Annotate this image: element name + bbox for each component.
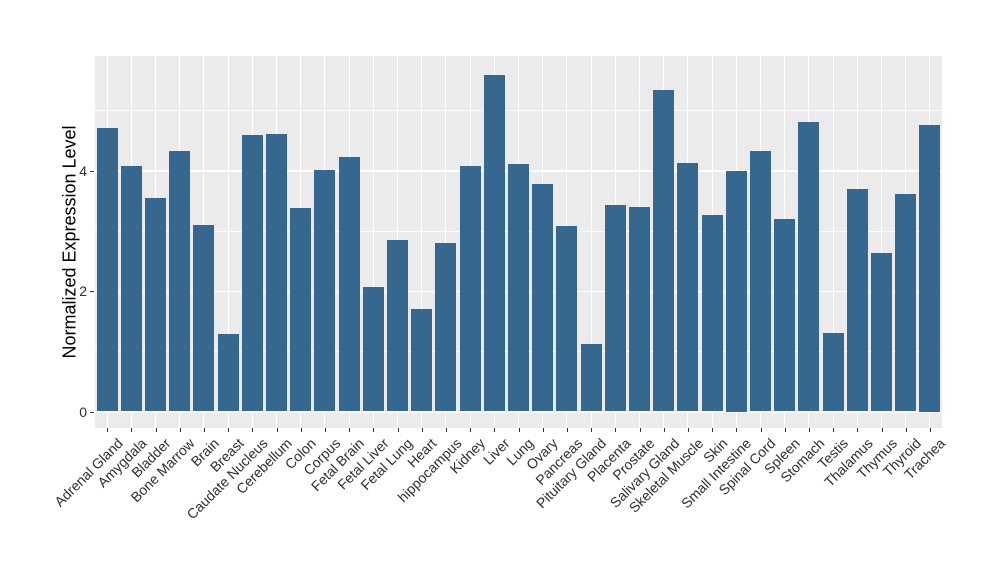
bar <box>411 309 433 412</box>
bar <box>846 188 868 412</box>
x-tick-mark <box>349 428 351 432</box>
bar <box>362 286 384 412</box>
x-tick-mark <box>929 428 931 432</box>
x-tick-mark <box>107 428 109 432</box>
x-tick-mark <box>131 428 133 432</box>
x-tick-mark <box>324 428 326 432</box>
bar <box>604 204 626 412</box>
x-tick-mark <box>276 428 278 432</box>
x-major-gridline <box>590 56 592 428</box>
x-tick-mark <box>833 428 835 432</box>
bar <box>290 208 312 412</box>
x-tick-mark <box>639 428 641 432</box>
x-tick-mark <box>470 428 472 432</box>
x-tick-mark <box>712 428 714 432</box>
x-tick-mark <box>857 428 859 432</box>
x-tick-mark <box>663 428 665 432</box>
bar <box>919 125 941 412</box>
x-major-gridline <box>880 56 883 428</box>
bar <box>169 150 191 412</box>
x-major-gridline <box>445 56 447 428</box>
bar <box>895 193 917 412</box>
bar <box>798 121 820 412</box>
bar <box>193 224 215 412</box>
x-tick-mark <box>252 428 254 432</box>
x-tick-mark <box>373 428 375 432</box>
bar <box>314 169 336 412</box>
x-tick-mark <box>566 428 568 432</box>
x-tick-mark <box>228 428 230 432</box>
bar <box>459 166 481 412</box>
bar <box>508 164 529 412</box>
y-tick-label-text: 2 <box>79 283 87 299</box>
x-tick-mark <box>905 428 907 432</box>
x-major-gridline <box>832 56 834 428</box>
y-tick-mark <box>90 291 94 292</box>
bar <box>871 253 892 412</box>
x-tick-mark <box>881 428 883 432</box>
x-tick-mark <box>591 428 593 432</box>
bar <box>822 333 844 412</box>
x-major-gridline <box>421 56 423 428</box>
x-tick-mark <box>784 428 786 432</box>
bar <box>629 206 650 412</box>
y-axis-title-text: Normalized Expression Level <box>59 125 80 359</box>
x-tick-mark <box>494 428 496 432</box>
bar <box>701 215 723 412</box>
bar <box>217 334 239 412</box>
bar <box>338 157 360 412</box>
bar <box>483 75 505 412</box>
bar <box>241 134 263 412</box>
x-tick-mark <box>397 428 399 432</box>
chart-panel <box>95 56 942 428</box>
bar <box>145 197 166 412</box>
x-major-gridline <box>372 56 374 428</box>
x-tick-mark <box>760 428 762 432</box>
x-tick-mark <box>615 428 617 432</box>
x-major-gridline <box>227 56 229 428</box>
y-tick-label-text: 0 <box>79 403 87 420</box>
bar <box>435 243 457 412</box>
x-tick-mark <box>542 428 544 432</box>
bar <box>266 133 287 412</box>
bar <box>556 225 578 412</box>
x-tick-mark <box>179 428 181 432</box>
bar <box>387 239 408 412</box>
bar <box>750 151 771 412</box>
y-tick-mark <box>90 411 94 413</box>
x-tick-mark <box>421 428 423 432</box>
bar <box>580 344 602 412</box>
x-tick-mark <box>445 428 447 432</box>
bar <box>532 184 554 412</box>
bar <box>725 170 747 412</box>
x-tick-mark <box>518 428 520 432</box>
x-tick-mark <box>736 428 738 432</box>
x-tick-mark <box>300 428 302 432</box>
bar <box>120 165 142 412</box>
x-tick-mark <box>203 428 205 432</box>
x-tick-mark <box>687 428 689 432</box>
x-tick-mark <box>155 428 157 432</box>
bar <box>96 128 118 412</box>
bar <box>653 89 675 412</box>
bar <box>677 162 699 412</box>
x-tick-mark <box>808 428 810 432</box>
y-tick-label-text: 4 <box>79 162 87 179</box>
y-tick-mark <box>90 170 94 172</box>
bar <box>774 219 796 412</box>
